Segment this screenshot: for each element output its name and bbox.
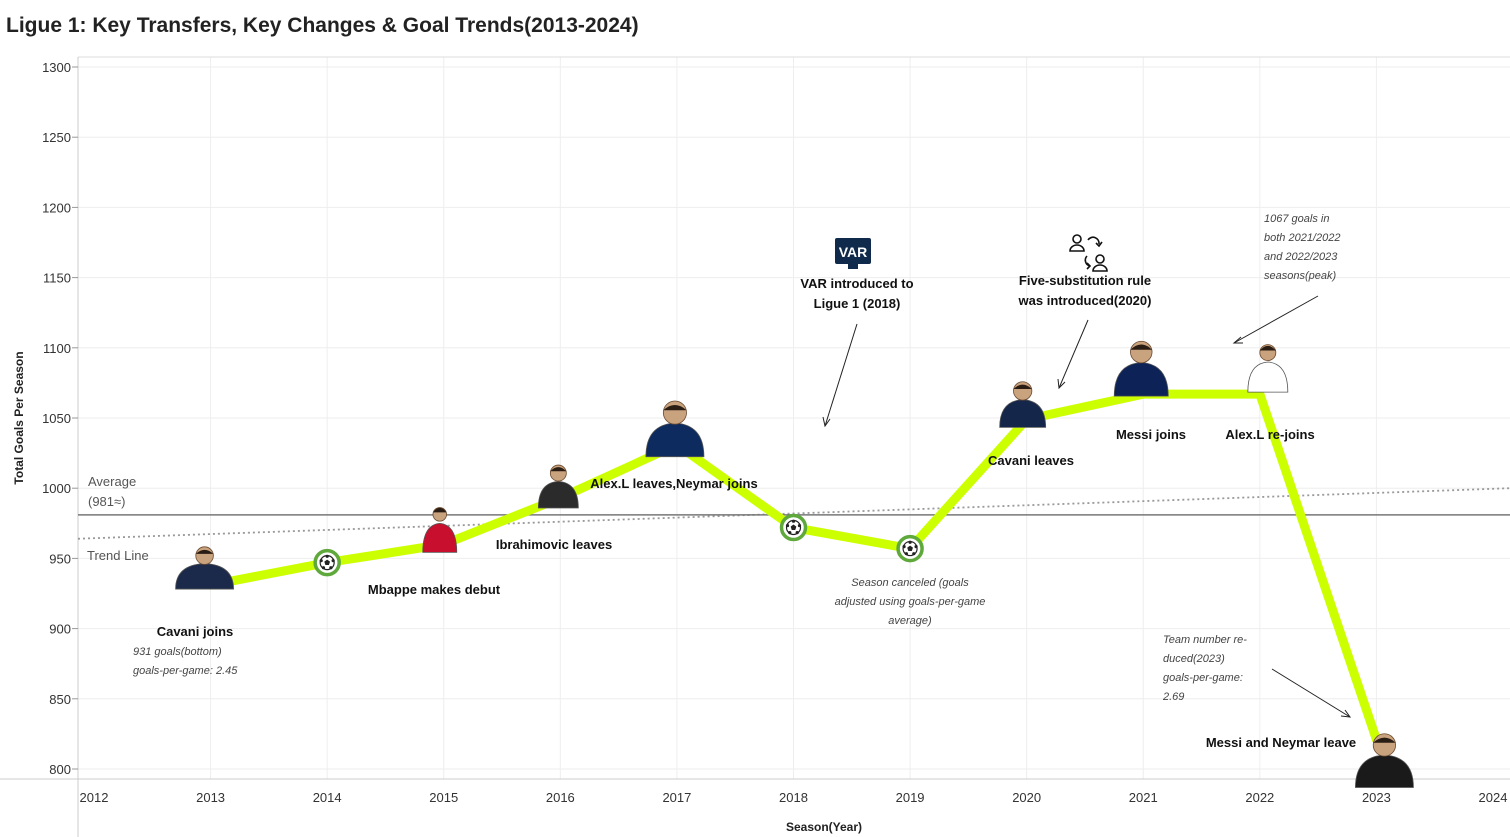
x-axis-ticks: 2012 2013 2014 2015 2016 2017 2018 2019 2020 2021…: [80, 790, 1508, 805]
soccer-ball-icon: [313, 548, 341, 577]
y-axis-ticks: 800 850 900 950 1000 1050 1100 1150 1200 1250 1300: [42, 60, 78, 777]
peak-note-line-2: both 2021/2022: [1264, 232, 1340, 244]
var-annotation-line-2: Ligue 1 (2018): [814, 296, 901, 311]
trend-line-label: Trend Line: [87, 548, 149, 563]
player-photo-icon: [1247, 344, 1289, 393]
substitution-annotation-arrow: [1058, 319, 1089, 389]
x-tick-label: 2024: [1479, 790, 1508, 805]
x-tick-label: 2021: [1129, 790, 1158, 805]
team-note-line-1: Team number re-: [1163, 634, 1247, 646]
var-icon: VAR: [835, 238, 871, 269]
canceled-note-line-2: adjusted using goals-per-game: [835, 596, 986, 608]
x-tick-label: 2012: [80, 790, 109, 805]
y-tick-label: 1200: [42, 200, 71, 215]
substitution-icon: [1069, 234, 1108, 272]
team-note-line-3: goals-per-game:: [1163, 672, 1243, 684]
player-photo-icon: [999, 381, 1047, 428]
player-photo-icon: [422, 507, 458, 553]
x-tick-label: 2023: [1362, 790, 1391, 805]
y-axis-label: Total Goals Per Season: [12, 351, 26, 484]
player-photo-icon: [1355, 733, 1414, 788]
event-label-messi-joins: Messi joins: [1116, 427, 1186, 442]
y-tick-label: 850: [49, 692, 71, 707]
player-photo-icon: [175, 546, 234, 590]
x-axis-label: Season(Year): [786, 820, 862, 834]
x-tick-label: 2020: [1012, 790, 1041, 805]
y-tick-label: 1250: [42, 130, 71, 145]
event-label-cavani-leaves: Cavani leaves: [988, 453, 1074, 468]
var-arrow-head: [822, 416, 831, 428]
x-tick-label: 2022: [1245, 790, 1274, 805]
player-photo-icon: [645, 400, 705, 458]
team-note-arrow: [1271, 668, 1351, 718]
x-tick-label: 2016: [546, 790, 575, 805]
canceled-note-line-3: average): [888, 615, 932, 627]
team-arrow-head: [1340, 709, 1352, 718]
axes: [0, 56, 1510, 837]
team-number-note: Team number re- duced(2023) goals-per-ga…: [1162, 634, 1352, 718]
substitution-arrow-head: [1057, 378, 1066, 390]
canceled-note-line-1: Season canceled (goals: [851, 577, 969, 589]
peak-note-arrow: [1233, 295, 1319, 344]
peak-note: 1067 goals in both 2021/2022 and 2022/20…: [1232, 213, 1340, 344]
x-tick-label: 2015: [429, 790, 458, 805]
x-tick-label: 2019: [896, 790, 925, 805]
var-annotation-arrow: [824, 323, 858, 427]
y-tick-label: 1050: [42, 411, 71, 426]
event-label-cavani-joins: Cavani joins: [157, 624, 234, 639]
soccer-ball-icon: [779, 513, 808, 542]
x-tick-label: 2018: [779, 790, 808, 805]
player-photo-icon: [1113, 340, 1169, 397]
gridlines: [78, 57, 1510, 779]
y-tick-label: 1300: [42, 60, 71, 75]
var-annotation-line-1: VAR introduced to: [800, 276, 913, 291]
bottom-note-line-1: 931 goals(bottom): [133, 646, 222, 658]
team-note-line-2: duced(2023): [1163, 653, 1225, 665]
y-tick-label: 1150: [43, 271, 71, 286]
y-tick-label: 950: [49, 551, 71, 566]
page-title: Ligue 1: Key Transfers, Key Changes & Go…: [6, 14, 639, 37]
event-label-neymar-joins: Alex.L leaves,Neymar joins: [590, 476, 757, 491]
substitution-annotation: Five-substitution rule was introduced(20…: [1018, 234, 1152, 390]
player-photos: [175, 340, 1414, 788]
var-annotation: VAR VAR introduced to Ligue 1 (2018): [800, 238, 914, 428]
peak-note-line-4: seasons(peak): [1264, 270, 1336, 282]
substitution-annotation-line-2: was introduced(2020): [1018, 293, 1152, 308]
average-label: Average: [88, 474, 136, 489]
x-tick-label: 2013: [196, 790, 225, 805]
y-tick-label: 800: [49, 762, 71, 777]
average-value-label: (981≈): [88, 494, 125, 509]
event-label-mbappe-debut: Mbappe makes debut: [368, 582, 501, 597]
y-tick-label: 900: [49, 622, 71, 637]
peak-arrow-head: [1232, 336, 1243, 344]
soccer-ball-icon: [896, 534, 924, 563]
event-label-ibrahimovic-leaves: Ibrahimovic leaves: [496, 537, 612, 552]
bottom-note: 931 goals(bottom) goals-per-game: 2.45: [133, 646, 238, 677]
event-label-messi-neymar-leave: Messi and Neymar leave: [1206, 735, 1356, 750]
bottom-note-line-2: goals-per-game: 2.45: [133, 665, 238, 677]
peak-note-line-3: and 2022/2023: [1264, 251, 1338, 263]
var-icon-text: VAR: [839, 244, 868, 260]
team-note-line-4: 2.69: [1162, 691, 1184, 703]
trend-line: [77, 487, 1510, 540]
ball-markers: [313, 513, 924, 577]
substitution-annotation-line-1: Five-substitution rule: [1019, 273, 1151, 288]
player-photo-icon: [537, 464, 579, 509]
peak-note-line-1: 1067 goals in: [1264, 213, 1329, 225]
season-canceled-note: Season canceled (goals adjusted using go…: [835, 577, 986, 627]
y-tick-label: 1000: [42, 481, 71, 496]
x-tick-label: 2017: [662, 790, 691, 805]
event-label-alex-rejoins: Alex.L re-joins: [1225, 427, 1314, 442]
event-labels: Cavani joins Mbappe makes debut Ibrahimo…: [157, 427, 1356, 750]
y-tick-label: 1100: [43, 341, 71, 356]
x-tick-label: 2014: [313, 790, 342, 805]
